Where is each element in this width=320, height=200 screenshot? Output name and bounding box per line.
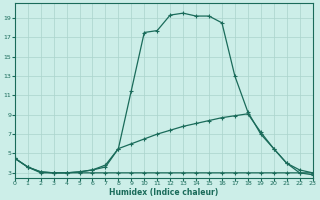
X-axis label: Humidex (Indice chaleur): Humidex (Indice chaleur) [109,188,218,197]
